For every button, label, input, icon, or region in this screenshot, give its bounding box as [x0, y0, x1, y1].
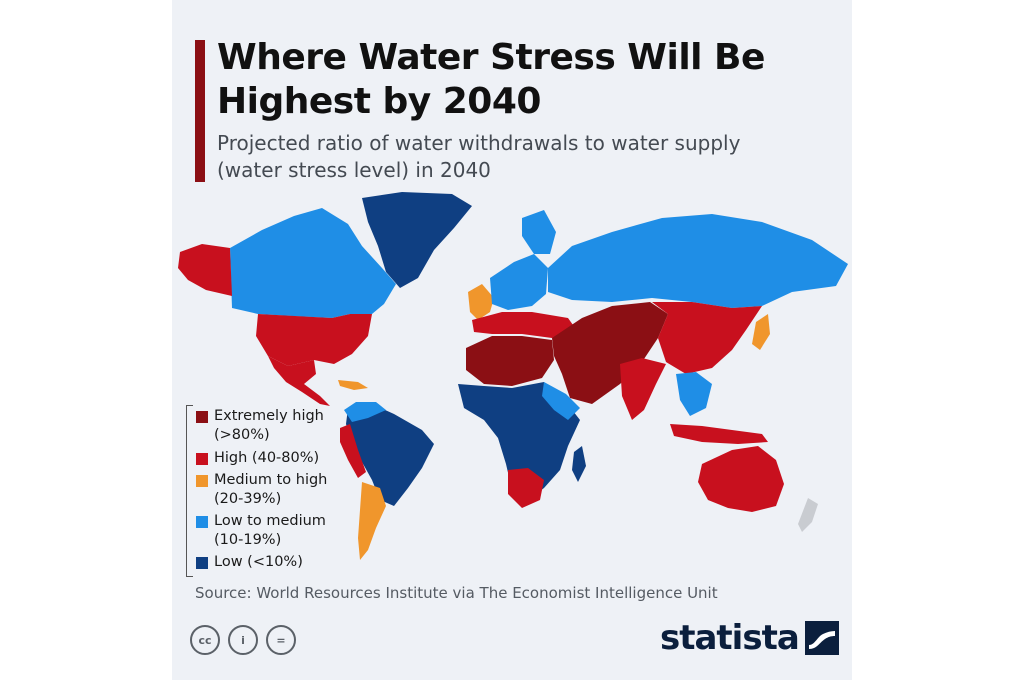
chart-subtitle: Projected ratio of water withdrawals to …	[217, 131, 741, 182]
region-north-africa	[466, 336, 554, 386]
attribution-icon[interactable]: i	[228, 625, 258, 655]
region-madagascar	[572, 446, 586, 482]
legend-bracket	[186, 405, 193, 577]
legend-label: Extremely high (>80%)	[214, 408, 324, 443]
no-derivatives-icon[interactable]: =	[266, 625, 296, 655]
creative-commons-icon[interactable]: cc	[190, 625, 220, 655]
region-northern-south-america	[344, 402, 386, 422]
region-indonesia	[670, 424, 768, 444]
region-argentina	[358, 482, 386, 560]
region-sub-saharan-africa	[458, 382, 580, 500]
region-brazil	[346, 404, 434, 506]
license-icons: cc i =	[190, 625, 296, 655]
region-east-africa	[542, 382, 580, 420]
region-greenland	[362, 192, 472, 288]
region-mexico	[268, 356, 330, 406]
legend-swatch	[196, 411, 208, 423]
region-caribbean	[338, 380, 368, 390]
region-southeast-asia	[676, 372, 712, 416]
legend-label: Low (<10%)	[214, 554, 303, 570]
brand-name: statista	[660, 618, 800, 658]
legend-swatch	[196, 516, 208, 528]
cc-icon-label: cc	[198, 633, 212, 647]
region-southern-europe	[472, 312, 578, 338]
region-central-europe	[490, 254, 548, 310]
legend-label: High (40-80%)	[214, 450, 320, 466]
region-andes	[340, 424, 366, 478]
region-canada	[230, 208, 396, 318]
legend-label: Medium to high (20-39%)	[214, 472, 328, 507]
legend-item-low-medium: Low to medium (10-19%)	[196, 512, 326, 550]
region-india	[620, 358, 666, 420]
region-china	[652, 302, 762, 374]
region-southern-africa	[508, 468, 544, 508]
statista-mark-icon	[804, 621, 839, 655]
region-new-zealand	[798, 498, 818, 532]
statista-logo[interactable]: statista	[660, 618, 839, 658]
legend-swatch	[196, 475, 208, 487]
region-scandinavia	[522, 210, 556, 254]
legend-item-medium-high: Medium to high (20-39%)	[196, 471, 327, 509]
region-usa	[256, 314, 372, 366]
region-western-europe	[468, 284, 494, 320]
title-accent-bar	[195, 40, 205, 182]
attribution-icon-label: i	[241, 633, 245, 647]
legend-label: Low to medium (10-19%)	[214, 513, 326, 548]
legend-item-extremely-high: Extremely high (>80%)	[196, 407, 324, 445]
world-map	[178, 192, 848, 560]
region-russia	[548, 214, 848, 308]
chart-title: Where Water Stress Will Be Highest by 20…	[217, 37, 765, 122]
region-middle-east-central-asia	[552, 302, 668, 404]
legend-swatch	[196, 453, 208, 465]
legend-item-low: Low (<10%)	[196, 553, 303, 572]
region-japan	[752, 314, 770, 350]
region-alaska	[178, 244, 232, 296]
legend: Extremely high (>80%) High (40-80%) Medi…	[186, 405, 356, 577]
legend-swatch	[196, 557, 208, 569]
region-australia	[698, 446, 784, 512]
legend-item-high: High (40-80%)	[196, 449, 319, 468]
no-derivatives-icon-label: =	[276, 633, 286, 647]
source-note: Source: World Resources Institute via Th…	[195, 584, 718, 602]
